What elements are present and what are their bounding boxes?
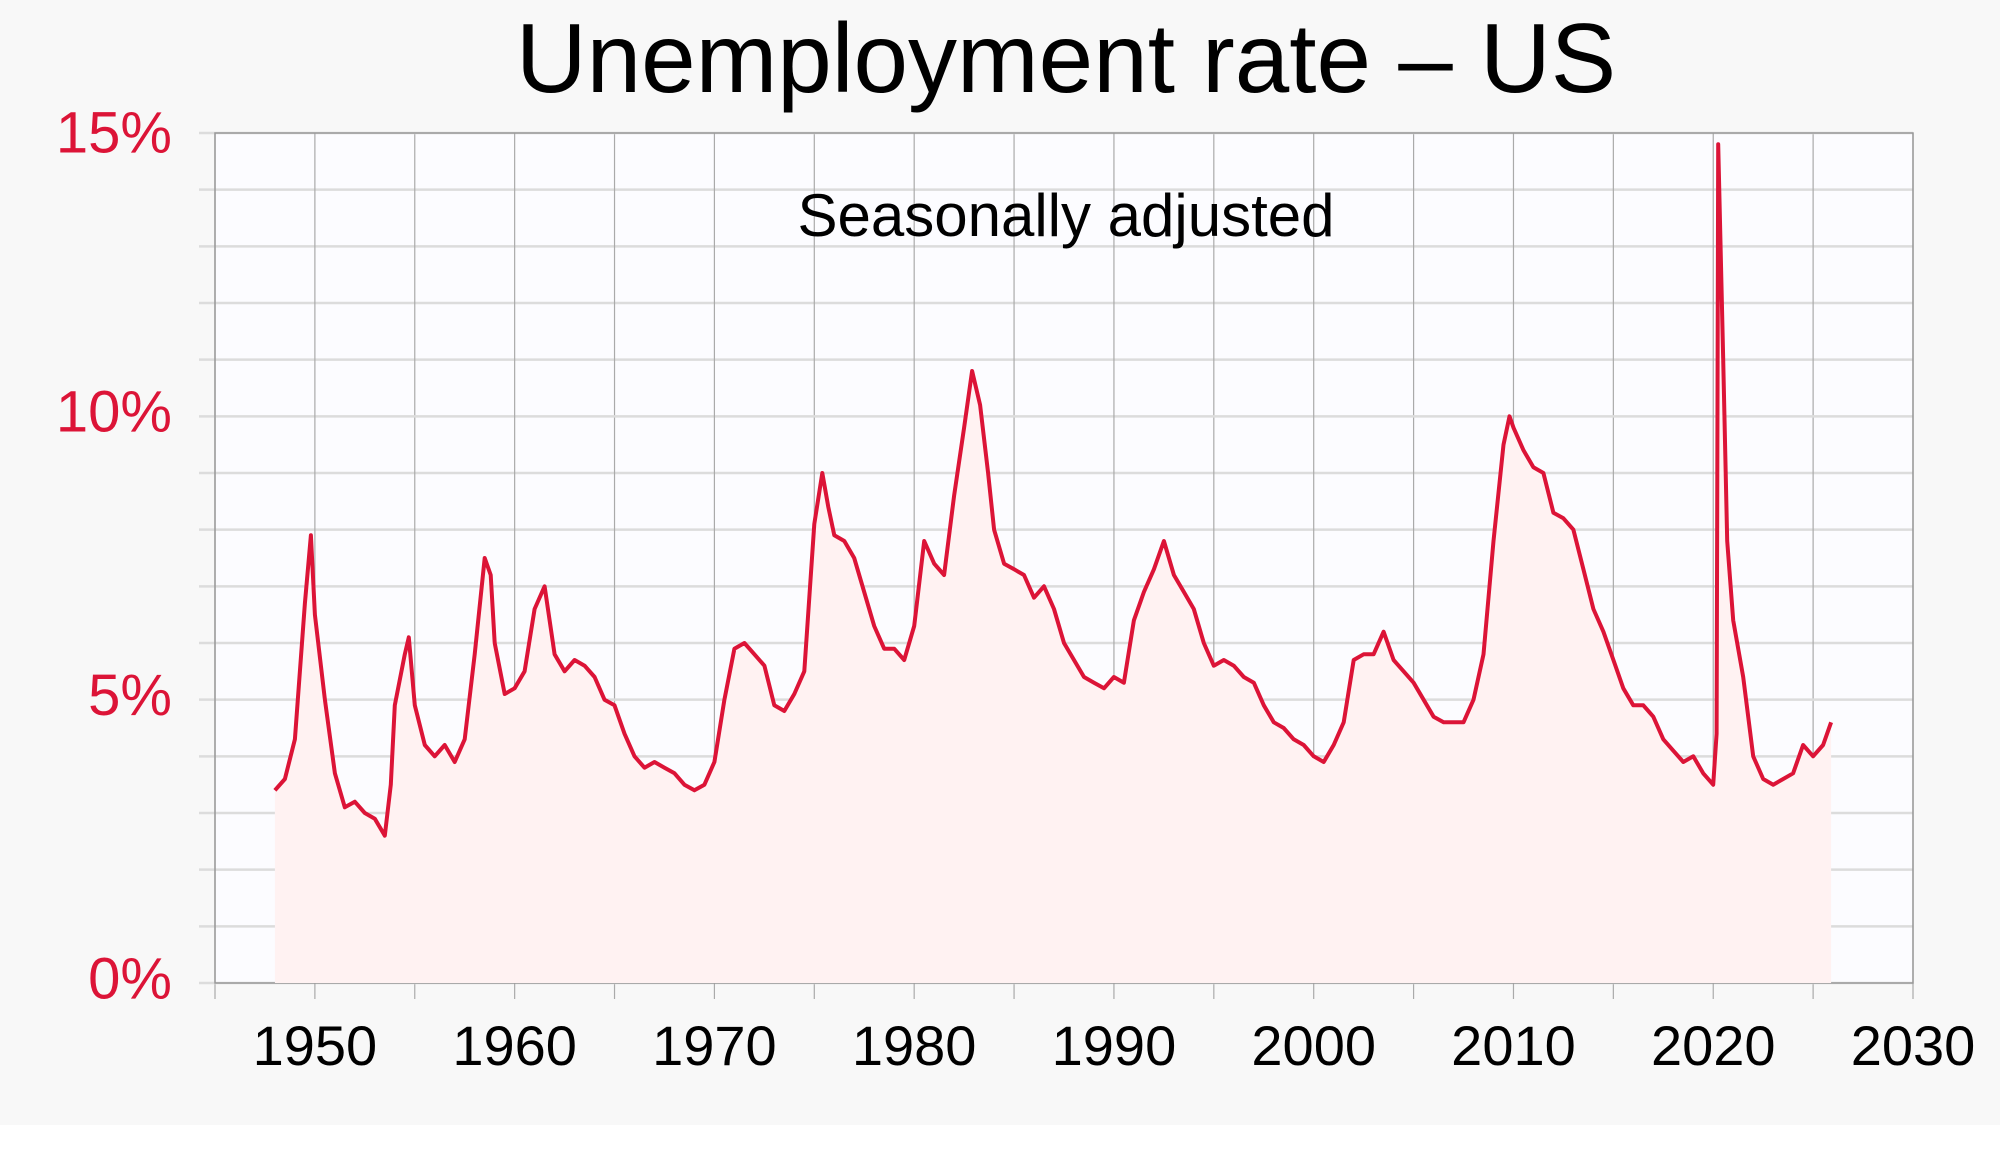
x-tick-label: 2020 (1651, 1014, 1776, 1077)
x-tick-label: 1960 (452, 1014, 577, 1077)
line (273, 142, 1833, 838)
x-tick-label: 2030 (1851, 1014, 1976, 1077)
x-tick-label: 1990 (1052, 1014, 1177, 1077)
x-tick-label: 1970 (652, 1014, 777, 1077)
y-tick-label: 15% (56, 100, 172, 165)
x-tick-label: 1980 (852, 1014, 977, 1077)
area (274, 144, 1832, 984)
chart-title: Unemployment rate – US (516, 3, 1616, 113)
x-tick-label: 2000 (1251, 1014, 1376, 1077)
y-tick-label: 10% (56, 380, 172, 445)
x-tick-label: 2010 (1451, 1014, 1576, 1077)
chart-subtitle: Seasonally adjusted (797, 182, 1334, 249)
x-tick-label: 1950 (253, 1014, 378, 1077)
y-tick-label: 0% (88, 946, 172, 1011)
y-tick-label: 5% (88, 663, 172, 728)
